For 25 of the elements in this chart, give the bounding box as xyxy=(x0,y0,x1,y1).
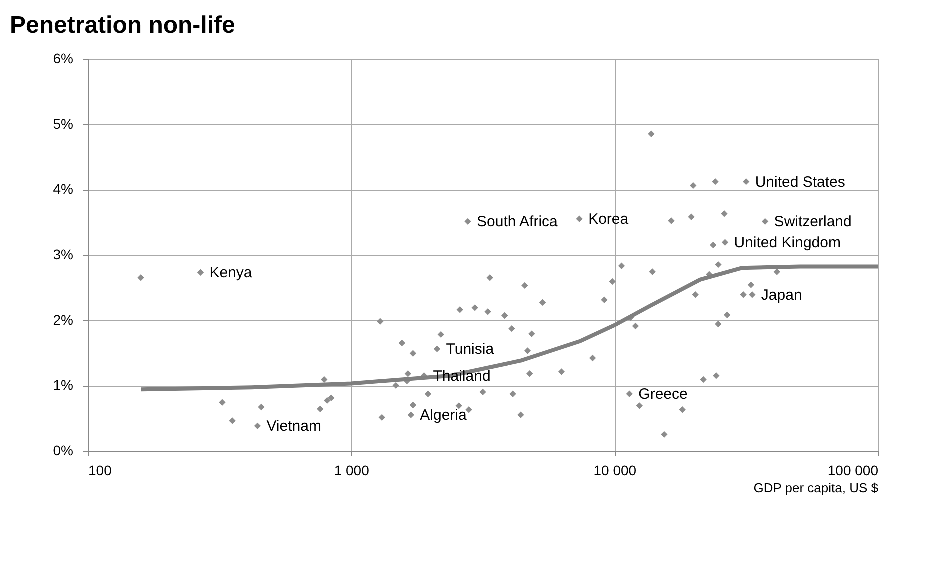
x-tick-label: 10 000 xyxy=(594,462,637,478)
annotation: Japan xyxy=(761,286,802,304)
annotation: Korea xyxy=(588,211,630,228)
y-tick-label: 1% xyxy=(53,377,74,394)
annotation: United Kingdom xyxy=(734,234,841,252)
annotation: Tunisia xyxy=(446,341,495,358)
chart-title: Penetration non-life xyxy=(10,12,236,39)
y-tick-label: 4% xyxy=(53,181,74,198)
x-tick-label: 100 xyxy=(88,462,112,478)
y-tick-label: 2% xyxy=(53,312,74,328)
annotation: Kenya xyxy=(210,264,253,282)
y-tick-label: 6% xyxy=(53,50,74,66)
x-tick-label: 1 000 xyxy=(334,462,370,478)
annotation: United States xyxy=(755,174,846,191)
annotation: Greece xyxy=(638,386,688,404)
annotation: South Africa xyxy=(477,214,559,231)
annotation: Thailand xyxy=(433,368,491,385)
x-tick-label: 100 000 xyxy=(828,462,879,478)
annotation: Vietnam xyxy=(266,418,322,436)
y-tick-label: 5% xyxy=(53,116,74,132)
y-tick-label: 0% xyxy=(53,442,74,458)
y-tick-label: 3% xyxy=(53,246,74,262)
x-axis-title: GDP per capita, US $ xyxy=(754,480,880,496)
annotation: Switzerland xyxy=(774,214,852,231)
annotation: Algeria xyxy=(420,407,468,424)
